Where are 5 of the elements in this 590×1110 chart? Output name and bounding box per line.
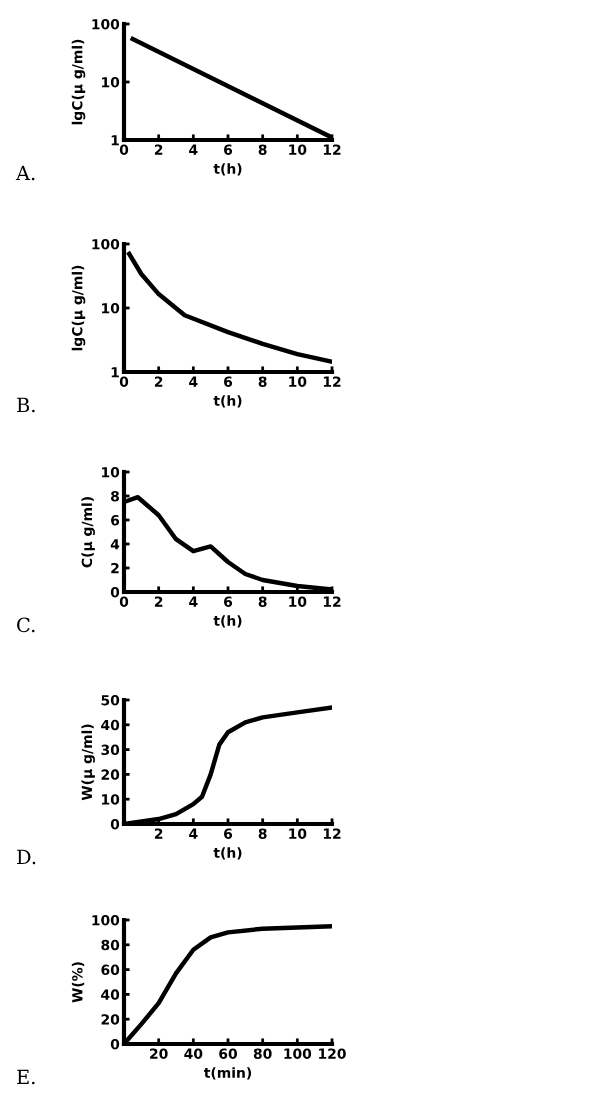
text: A.: [15, 165, 35, 181]
text: C.: [17, 617, 35, 633]
text: B.: [17, 397, 35, 413]
text: E.: [17, 1069, 35, 1085]
text: D.: [17, 849, 36, 865]
